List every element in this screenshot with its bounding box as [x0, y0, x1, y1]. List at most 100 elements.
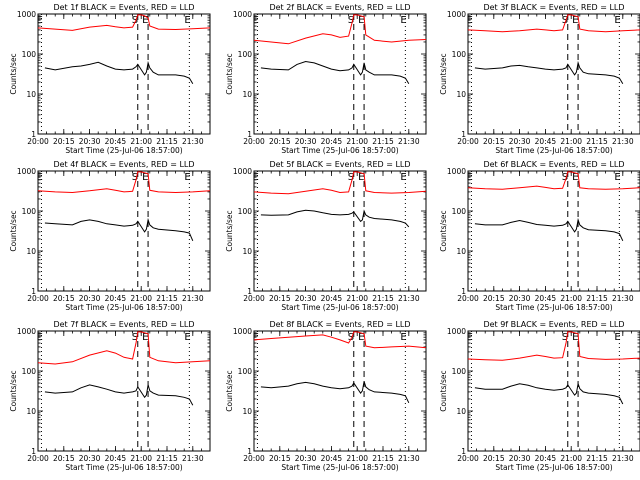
- x-tick-label: 20:00: [27, 137, 49, 146]
- x-tick-label: 21:30: [612, 137, 634, 146]
- marker-label: E: [252, 172, 258, 183]
- x-tick-label: 20:30: [509, 454, 531, 463]
- x-tick-label: 21:30: [182, 137, 204, 146]
- x-tick-label: 20:30: [79, 454, 101, 463]
- series-line-lld: [467, 331, 640, 361]
- marker-label: E: [466, 15, 472, 26]
- series-line-events: [260, 381, 410, 404]
- x-tick-label: 21:30: [398, 137, 420, 146]
- y-tick-label: 10: [456, 90, 466, 99]
- series-line-events: [474, 217, 624, 242]
- marker-label: E: [466, 332, 472, 343]
- y-tick-label: 10: [242, 90, 252, 99]
- x-tick-label: 20:15: [483, 294, 505, 303]
- x-tick-label: 20:30: [295, 294, 317, 303]
- marker-label: E: [400, 332, 406, 343]
- plot-frame: [253, 13, 427, 135]
- series-line-lld: [37, 331, 211, 365]
- panel-title: Det 5f BLACK = Events, RED = LLD: [269, 160, 410, 169]
- y-axis-label: Counts/sec: [439, 210, 448, 251]
- x-tick-label: 21:15: [156, 137, 178, 146]
- marker-label: S: [562, 172, 568, 183]
- detector-panel-2: Det 2f BLACK = Events, RED = LLD 1 10 100 10…: [225, 3, 427, 155]
- y-tick-label: 1: [461, 447, 466, 456]
- y-tick-label: 100: [238, 50, 253, 59]
- series-line-lld: [253, 331, 427, 349]
- x-tick-label: 20:00: [27, 294, 49, 303]
- x-tick-label: 21:30: [398, 294, 420, 303]
- y-tick-label: 100: [22, 367, 37, 376]
- y-tick-label: 10: [456, 407, 466, 416]
- series-line-events: [44, 217, 194, 242]
- x-tick-label: 21:15: [586, 294, 608, 303]
- y-tick-label: 1000: [17, 167, 36, 176]
- y-tick-label: 100: [452, 367, 467, 376]
- y-tick-label: 1000: [233, 10, 252, 19]
- marker-label: S: [562, 332, 568, 343]
- x-tick-label: 20:45: [535, 454, 557, 463]
- x-tick-label: 21:30: [182, 294, 204, 303]
- y-tick-label: 100: [452, 50, 467, 59]
- y-tick-label: 100: [22, 50, 37, 59]
- x-tick-label: 20:15: [53, 454, 75, 463]
- y-tick-label: 10: [242, 407, 252, 416]
- x-axis-label: Start Time (25-Jul-06 18:57:00): [281, 463, 398, 472]
- x-tick-label: 21:15: [372, 294, 394, 303]
- series-line-lld: [253, 14, 427, 45]
- series-line-events: [44, 60, 194, 85]
- x-tick-label: 20:45: [321, 294, 343, 303]
- y-tick-label: 1: [31, 287, 36, 296]
- x-tick-label: 20:30: [509, 294, 531, 303]
- x-axis-label: Start Time (25-Jul-06 18:57:00): [495, 146, 612, 155]
- x-tick-label: 21:00: [130, 454, 152, 463]
- y-axis-label: Counts/sec: [9, 210, 18, 251]
- y-tick-label: 10: [26, 90, 36, 99]
- x-tick-label: 20:30: [295, 137, 317, 146]
- series-line-lld: [37, 171, 211, 194]
- plot-frame: [467, 13, 640, 135]
- plot-frame: [37, 330, 211, 452]
- x-tick-label: 21:15: [156, 454, 178, 463]
- series-line-lld: [467, 171, 640, 190]
- detector-panel-6: Det 6f BLACK = Events, RED = LLD 1 10 100 10…: [439, 160, 640, 312]
- x-axis-label: Start Time (25-Jul-06 18:57:00): [281, 146, 398, 155]
- x-tick-label: 20:00: [243, 294, 265, 303]
- marker-label: E: [142, 332, 148, 343]
- x-axis-label: Start Time (25-Jul-06 18:57:00): [65, 303, 182, 312]
- marker-label: S: [348, 332, 354, 343]
- panel-title: Det 9f BLACK = Events, RED = LLD: [483, 320, 624, 329]
- marker-label: E: [572, 332, 578, 343]
- marker-label: E: [36, 332, 42, 343]
- x-tick-label: 21:15: [586, 454, 608, 463]
- x-tick-label: 20:15: [483, 454, 505, 463]
- marker-label: E: [358, 172, 364, 183]
- marker-label: S: [132, 15, 138, 26]
- x-tick-label: 21:00: [560, 294, 582, 303]
- y-tick-label: 1: [247, 130, 252, 139]
- x-tick-label: 20:45: [535, 294, 557, 303]
- x-tick-label: 20:45: [535, 137, 557, 146]
- x-tick-label: 20:15: [53, 294, 75, 303]
- y-tick-label: 100: [452, 207, 467, 216]
- x-axis-label: Start Time (25-Jul-06 18:57:00): [281, 303, 398, 312]
- series-line-lld: [37, 14, 211, 31]
- x-tick-label: 21:00: [346, 454, 368, 463]
- y-tick-label: 1: [461, 130, 466, 139]
- panel-title: Det 7f BLACK = Events, RED = LLD: [53, 320, 194, 329]
- panel-title: Det 4f BLACK = Events, RED = LLD: [53, 160, 194, 169]
- x-axis-label: Start Time (25-Jul-06 18:57:00): [495, 463, 612, 472]
- x-axis-label: Start Time (25-Jul-06 18:57:00): [495, 303, 612, 312]
- marker-label: E: [466, 172, 472, 183]
- x-tick-label: 20:15: [269, 137, 291, 146]
- x-tick-label: 21:15: [156, 294, 178, 303]
- y-tick-label: 1000: [17, 327, 36, 336]
- detector-panel-8: Det 8f BLACK = Events, RED = LLD 1 10 100 10…: [225, 320, 427, 472]
- plot-frame: [467, 330, 640, 452]
- y-tick-label: 10: [26, 407, 36, 416]
- series-line-lld: [467, 14, 640, 33]
- y-tick-label: 100: [22, 207, 37, 216]
- detector-panel-1: Det 1f BLACK = Events, RED = LLD 1 10 100 10…: [9, 3, 211, 155]
- y-tick-label: 1000: [233, 327, 252, 336]
- plot-frame: [253, 170, 427, 292]
